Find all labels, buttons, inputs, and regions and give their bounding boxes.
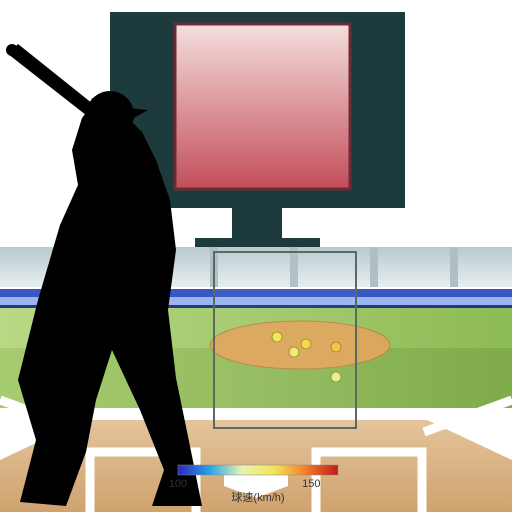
pitch-marker xyxy=(331,342,341,352)
legend-colorbar xyxy=(178,465,338,475)
legend-label: 球速(km/h) xyxy=(231,490,284,504)
pitch-marker xyxy=(301,339,311,349)
pitch-marker xyxy=(272,332,282,342)
pitch-marker xyxy=(289,347,299,357)
legend-tick: 100 xyxy=(169,478,187,490)
pitch-marker xyxy=(331,372,341,382)
strike-zone xyxy=(214,252,356,428)
pitch-location-chart: 100 150 球速(km/h) xyxy=(0,0,512,512)
legend-tick: 150 xyxy=(302,478,320,490)
